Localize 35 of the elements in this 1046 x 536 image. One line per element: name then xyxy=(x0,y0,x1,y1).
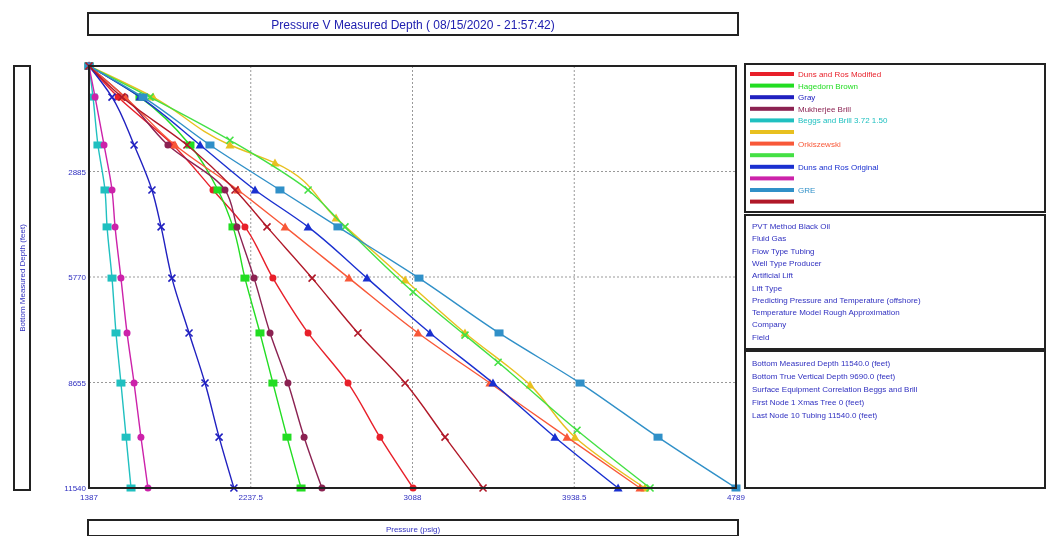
text: Predicting Pressure and Temperature (offshore) xyxy=(752,295,922,305)
text: Lift Type xyxy=(752,283,783,293)
text: Last Node 10 Tubing 11540.0 (feet) xyxy=(752,411,878,420)
x-tick-label: 3088 xyxy=(403,493,422,502)
text: Bottom True Vertical Depth 9690.0 (feet) xyxy=(752,372,896,381)
text: Bottom Measured Depth 11540.0 (feet) xyxy=(752,359,891,368)
text: Field xyxy=(752,332,770,342)
text: Fluid Gas xyxy=(752,234,787,244)
text: Mukherjee Brill xyxy=(798,104,852,114)
y-axis-title: Bottom Measured Depth (feet) xyxy=(18,223,27,332)
x-tick-label: 4789 xyxy=(727,493,746,502)
text: Gray xyxy=(798,93,816,103)
text: PVT Method Black Oil xyxy=(752,222,831,231)
x-tick-label: 2237.5 xyxy=(238,493,264,502)
x-tick-label: 1387 xyxy=(80,493,99,502)
chart-title: Pressure V Measured Depth ( 08/15/2020 - 21:57:42) xyxy=(271,18,555,32)
text: Orkiszewski xyxy=(798,139,841,149)
text: Duns and Ros Modified xyxy=(798,70,882,79)
text: Artificial Lift xyxy=(752,271,794,281)
x-axis-title: Pressure (psig) xyxy=(385,525,441,534)
text: Flow Type Tubing xyxy=(752,246,815,256)
x-tick-label: 3938.5 xyxy=(562,493,588,502)
y-tick-label: 2885 xyxy=(68,167,87,177)
text: Duns and Ros Original xyxy=(798,162,879,172)
y-tick-label: 11540 xyxy=(64,484,87,493)
y-tick-label: 8655 xyxy=(68,378,87,388)
text: Surface Equipment Correlation Beggs and Brill xyxy=(752,385,918,394)
text: Hagedorn Brown xyxy=(798,81,859,91)
text: Temperature Model Rough Approximation xyxy=(752,308,900,318)
text: First Node 1 Xmas Tree 0 (feet) xyxy=(752,398,865,407)
text: Company xyxy=(752,320,787,330)
text: GRE xyxy=(798,186,816,195)
y-tick-label: 5770 xyxy=(68,273,87,282)
text: Beggs and Brill 3.72 1.50 xyxy=(798,116,888,126)
text: Well Type Producer xyxy=(752,258,822,268)
